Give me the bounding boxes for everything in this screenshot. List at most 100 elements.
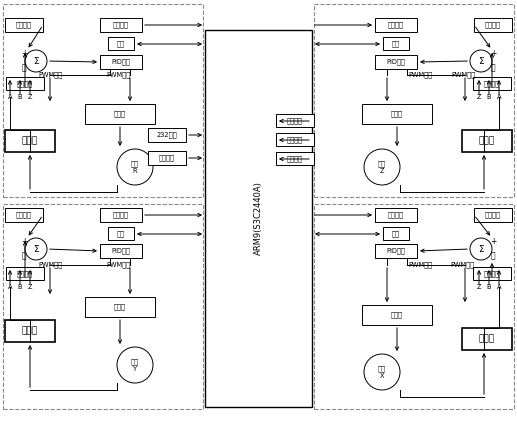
Text: 反馈位置: 反馈位置 — [17, 80, 33, 87]
FancyBboxPatch shape — [5, 130, 55, 152]
Text: A: A — [8, 94, 12, 100]
Text: PWM幅值: PWM幅值 — [408, 72, 432, 78]
FancyBboxPatch shape — [473, 77, 511, 90]
Text: 反馈位置: 反馈位置 — [484, 80, 500, 87]
Text: 中断处理: 中断处理 — [113, 22, 129, 28]
FancyBboxPatch shape — [5, 18, 43, 32]
Text: 驱动桥: 驱动桥 — [114, 111, 126, 117]
FancyBboxPatch shape — [362, 305, 432, 325]
Text: 中断处理: 中断处理 — [113, 212, 129, 218]
Circle shape — [25, 238, 47, 260]
FancyBboxPatch shape — [375, 55, 417, 69]
Text: +: + — [21, 236, 27, 246]
Text: 电机
Y: 电机 Y — [131, 358, 139, 372]
FancyBboxPatch shape — [108, 37, 134, 50]
Text: 指令位置: 指令位置 — [16, 212, 32, 218]
FancyBboxPatch shape — [5, 320, 55, 342]
FancyBboxPatch shape — [314, 4, 514, 197]
Text: PID算法: PID算法 — [112, 59, 130, 65]
Text: 反馈位置: 反馈位置 — [484, 270, 500, 277]
Text: 光码盘: 光码盘 — [479, 334, 495, 343]
Text: A: A — [8, 284, 12, 290]
Text: PID算法: PID算法 — [387, 248, 405, 254]
FancyBboxPatch shape — [6, 77, 44, 90]
Text: PID算法: PID算法 — [387, 59, 405, 65]
FancyBboxPatch shape — [3, 204, 203, 409]
FancyBboxPatch shape — [6, 267, 44, 280]
Text: 接口: 接口 — [117, 230, 125, 237]
Text: 电机
Z: 电机 Z — [378, 160, 386, 174]
Text: 电机
R: 电机 R — [131, 160, 139, 174]
FancyBboxPatch shape — [462, 328, 512, 350]
FancyBboxPatch shape — [85, 104, 155, 124]
FancyBboxPatch shape — [276, 114, 314, 127]
Text: Σ: Σ — [33, 56, 39, 66]
Text: PWM幅值: PWM幅值 — [408, 262, 432, 268]
Text: 接口: 接口 — [392, 40, 400, 47]
Text: PWM幅值: PWM幅值 — [106, 262, 130, 268]
Text: PWM方向: PWM方向 — [38, 72, 62, 78]
FancyBboxPatch shape — [100, 18, 142, 32]
Text: －: － — [22, 63, 26, 73]
Text: 驱动桥: 驱动桥 — [391, 312, 403, 318]
Text: B: B — [18, 94, 22, 100]
Circle shape — [117, 149, 153, 185]
Text: 中断处理: 中断处理 — [388, 22, 404, 28]
FancyBboxPatch shape — [474, 208, 512, 222]
FancyBboxPatch shape — [108, 227, 134, 240]
Text: －: － — [491, 252, 495, 260]
FancyBboxPatch shape — [148, 151, 186, 165]
Text: 复位电路: 复位电路 — [287, 117, 303, 124]
Text: PWM方向: PWM方向 — [451, 72, 475, 78]
Text: －: － — [491, 63, 495, 73]
Text: 驱动桥: 驱动桥 — [114, 304, 126, 310]
FancyBboxPatch shape — [383, 227, 409, 240]
Text: 光码盘: 光码盘 — [22, 136, 38, 146]
Text: 光码盘: 光码盘 — [479, 136, 495, 146]
FancyBboxPatch shape — [85, 297, 155, 317]
Text: B: B — [486, 284, 491, 290]
Text: +: + — [21, 49, 27, 58]
FancyBboxPatch shape — [100, 244, 142, 258]
Text: Σ: Σ — [478, 56, 484, 66]
Text: 开关电路: 开关电路 — [159, 155, 175, 161]
FancyBboxPatch shape — [375, 208, 417, 222]
Text: 指令位置: 指令位置 — [485, 212, 501, 218]
FancyBboxPatch shape — [276, 133, 314, 146]
Text: A: A — [497, 94, 501, 100]
FancyBboxPatch shape — [276, 152, 314, 165]
FancyBboxPatch shape — [375, 244, 417, 258]
Circle shape — [470, 238, 492, 260]
Text: 232串口: 232串口 — [157, 132, 177, 138]
FancyBboxPatch shape — [100, 208, 142, 222]
Text: 反馈位置: 反馈位置 — [17, 270, 33, 277]
Text: A: A — [497, 284, 501, 290]
Text: PID算法: PID算法 — [112, 248, 130, 254]
FancyBboxPatch shape — [473, 267, 511, 280]
FancyBboxPatch shape — [462, 130, 512, 152]
Circle shape — [25, 50, 47, 72]
Text: PWM幅值: PWM幅值 — [106, 72, 130, 78]
FancyBboxPatch shape — [5, 208, 43, 222]
Text: 驱动桥: 驱动桥 — [391, 111, 403, 117]
Text: B: B — [486, 94, 491, 100]
Text: 时钟电路: 时钟电路 — [287, 155, 303, 162]
Text: Z: Z — [28, 94, 32, 100]
Text: 接口: 接口 — [117, 40, 125, 47]
Text: Z: Z — [477, 284, 481, 290]
Text: 指令位置: 指令位置 — [485, 22, 501, 28]
FancyBboxPatch shape — [148, 128, 186, 142]
Text: 指令位置: 指令位置 — [16, 22, 32, 28]
Circle shape — [470, 50, 492, 72]
Text: PWM方向: PWM方向 — [38, 262, 62, 268]
Text: 电源电路: 电源电路 — [287, 136, 303, 143]
Text: 光码盘: 光码盘 — [22, 326, 38, 336]
Circle shape — [364, 354, 400, 390]
FancyBboxPatch shape — [3, 4, 203, 197]
Circle shape — [117, 347, 153, 383]
Circle shape — [364, 149, 400, 185]
Text: PWM方向: PWM方向 — [450, 262, 474, 268]
Text: 中断处理: 中断处理 — [388, 212, 404, 218]
Text: Σ: Σ — [33, 244, 39, 253]
Text: Σ: Σ — [478, 244, 484, 253]
